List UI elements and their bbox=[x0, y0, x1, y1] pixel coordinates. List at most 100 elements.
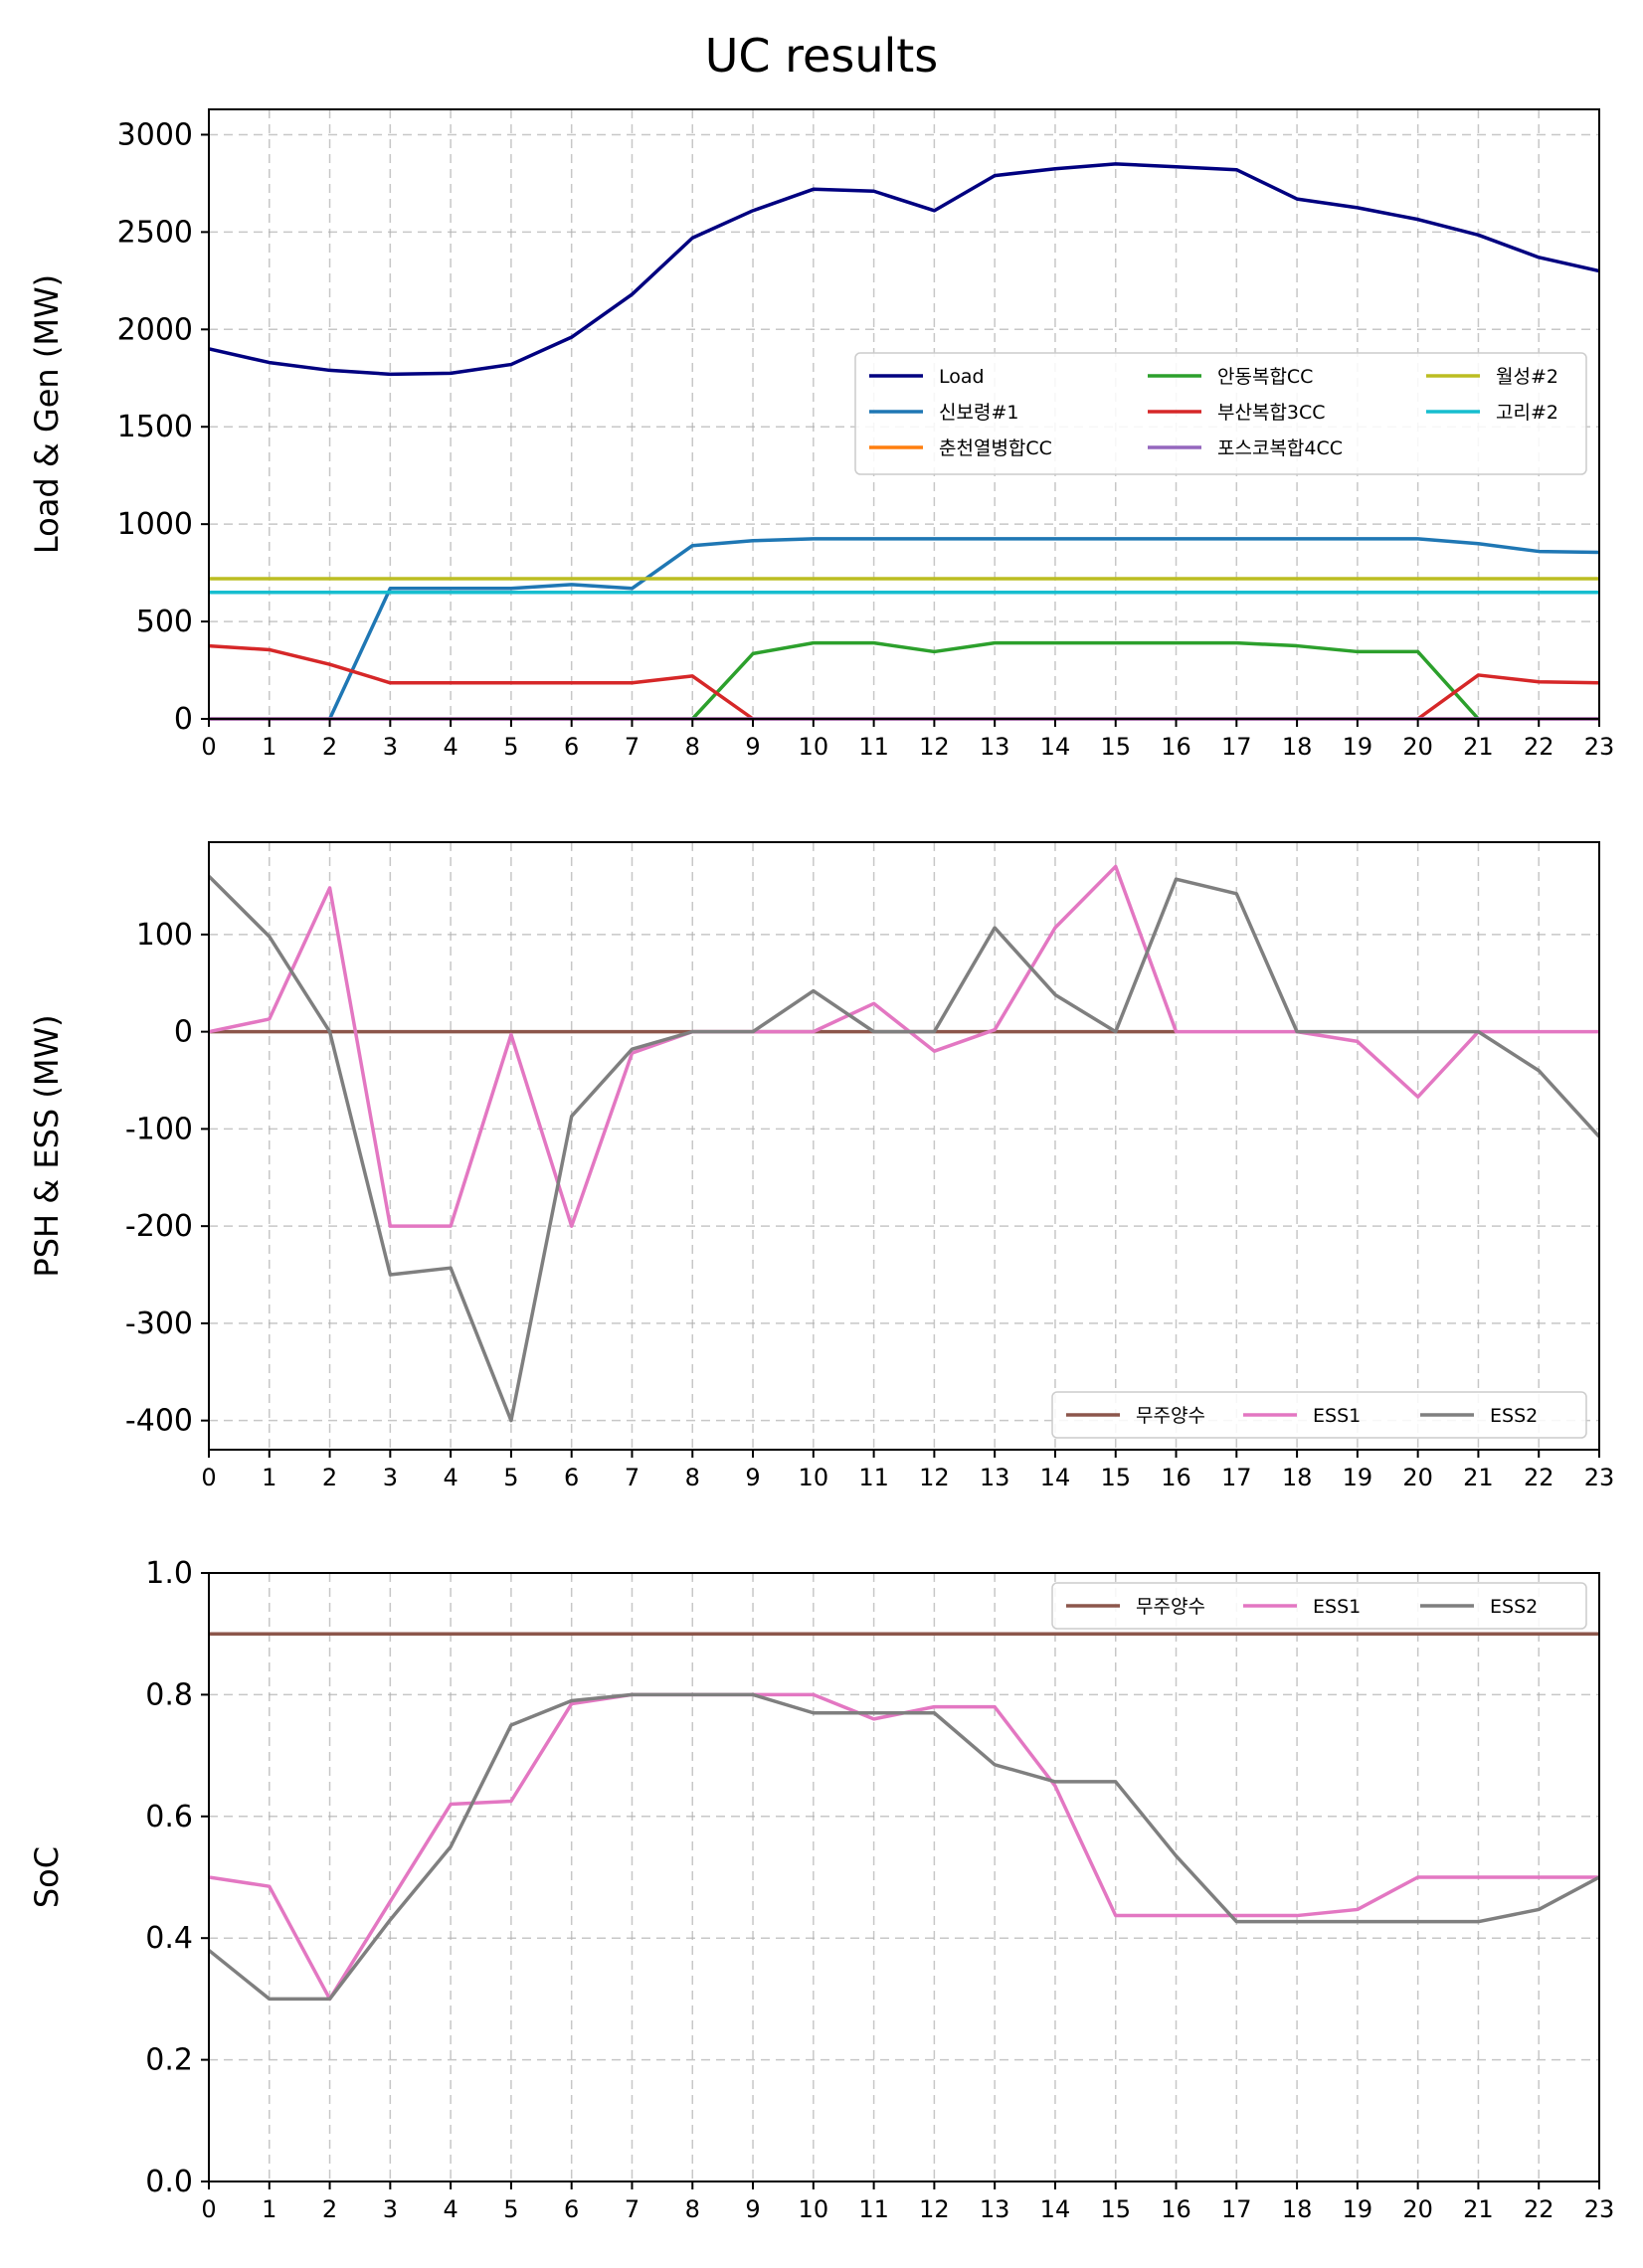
y-tick-label: 500 bbox=[136, 605, 193, 639]
x-tick-label: 14 bbox=[1040, 733, 1071, 761]
x-tick-label: 17 bbox=[1221, 733, 1252, 761]
x-tick-label: 9 bbox=[745, 733, 760, 761]
x-tick-label: 2 bbox=[322, 2195, 337, 2223]
y-axis-label: SoC bbox=[28, 1846, 66, 1908]
y-tick-label: 100 bbox=[136, 918, 193, 953]
legend-label: ESS2 bbox=[1490, 1596, 1538, 1618]
x-tick-label: 18 bbox=[1282, 733, 1313, 761]
x-tick-label: 18 bbox=[1282, 1464, 1313, 1491]
legend-label: 신보령#1 bbox=[939, 402, 1018, 424]
chart-panel-1: 0 1 2 3 4 5 6 7 8 9 10 11 12 13 14 15 16 17 18 19 20 21 22 2305… bbox=[28, 108, 1615, 761]
x-tick-label: 11 bbox=[858, 733, 889, 761]
x-tick-label: 1 bbox=[262, 1464, 276, 1491]
axes-frame bbox=[208, 108, 1600, 720]
x-tick-label: 3 bbox=[383, 733, 398, 761]
axes-frame bbox=[208, 841, 1600, 1451]
legend-label: ESS2 bbox=[1490, 1405, 1538, 1427]
x-tick-label: 5 bbox=[503, 2195, 518, 2223]
legend-label: 춘천열병합CC bbox=[939, 437, 1052, 459]
series-line-5 bbox=[209, 643, 1599, 721]
x-tick-label: 0 bbox=[201, 2195, 216, 2223]
x-tick-label: 19 bbox=[1343, 733, 1373, 761]
x-tick-label: 20 bbox=[1402, 733, 1433, 761]
legend-label: 무주양수 bbox=[1136, 1405, 1205, 1427]
y-tick-label: 2500 bbox=[117, 215, 193, 250]
y-tick-label: -200 bbox=[125, 1209, 193, 1244]
y-tick-label: 1500 bbox=[117, 410, 193, 444]
x-tick-label: 16 bbox=[1161, 733, 1191, 761]
legend-box bbox=[854, 352, 1587, 475]
legend-label: Load bbox=[939, 366, 985, 388]
x-tick-label: 0 bbox=[201, 1464, 216, 1491]
series-line-1 bbox=[209, 162, 1599, 377]
x-tick-label: 3 bbox=[383, 2195, 398, 2223]
x-tick-label: 12 bbox=[919, 733, 950, 761]
x-tick-label: 20 bbox=[1402, 2195, 1433, 2223]
y-tick-label: 1000 bbox=[117, 507, 193, 542]
x-tick-label: 11 bbox=[858, 2195, 889, 2223]
x-tick-label: 17 bbox=[1221, 2195, 1252, 2223]
x-tick-label: 6 bbox=[564, 733, 579, 761]
x-tick-label: 22 bbox=[1524, 2195, 1554, 2223]
x-tick-label: 15 bbox=[1100, 1464, 1131, 1491]
y-tick-label: 0.0 bbox=[145, 2165, 193, 2199]
legend-label: ESS1 bbox=[1313, 1596, 1361, 1618]
x-tick-label: 12 bbox=[919, 2195, 950, 2223]
series-line-3 bbox=[209, 874, 1599, 1423]
x-tick-label: 13 bbox=[980, 2195, 1010, 2223]
y-tick-label: 0.8 bbox=[145, 1677, 193, 1712]
x-tick-label: 16 bbox=[1161, 2195, 1191, 2223]
x-tick-label: 3 bbox=[383, 1464, 398, 1491]
x-tick-label: 4 bbox=[443, 1464, 457, 1491]
x-tick-label: 18 bbox=[1282, 2195, 1313, 2223]
figure-title: UC results bbox=[705, 29, 939, 83]
x-tick-label: 9 bbox=[745, 1464, 760, 1491]
x-tick-label: 6 bbox=[564, 1464, 579, 1491]
x-tick-label: 10 bbox=[799, 733, 829, 761]
y-tick-label: 1.0 bbox=[145, 1556, 193, 1591]
y-tick-label: 0.2 bbox=[145, 2043, 193, 2078]
series-line-2 bbox=[327, 537, 1599, 720]
x-tick-label: 1 bbox=[262, 2195, 276, 2223]
x-tick-label: 23 bbox=[1584, 1464, 1615, 1491]
legend-label: ESS1 bbox=[1313, 1405, 1361, 1427]
x-tick-label: 21 bbox=[1463, 733, 1494, 761]
x-tick-label: 6 bbox=[564, 2195, 579, 2223]
x-tick-label: 5 bbox=[503, 1464, 518, 1491]
legend: Load 신보령#1 춘천열병합CC 안동복합CC 부산복합3CC 포스코복합4CC 월성#… bbox=[854, 352, 1587, 475]
x-tick-label: 21 bbox=[1463, 1464, 1494, 1491]
legend-label: 포스코복합4CC bbox=[1217, 437, 1343, 459]
x-tick-label: 12 bbox=[919, 1464, 950, 1491]
x-tick-label: 19 bbox=[1343, 1464, 1373, 1491]
y-axis-label: PSH & ESS (MW) bbox=[28, 1014, 66, 1277]
x-tick-label: 8 bbox=[685, 1464, 700, 1491]
x-tick-label: 7 bbox=[625, 2195, 639, 2223]
legend-label: 부산복합3CC bbox=[1217, 402, 1326, 424]
series-line-4 bbox=[690, 640, 1480, 721]
x-tick-label: 10 bbox=[799, 2195, 829, 2223]
axes-frame bbox=[208, 1572, 1600, 2182]
x-tick-label: 7 bbox=[625, 733, 639, 761]
x-tick-label: 8 bbox=[685, 2195, 700, 2223]
x-tick-label: 14 bbox=[1040, 2195, 1071, 2223]
x-tick-label: 7 bbox=[625, 1464, 639, 1491]
y-tick-label: -400 bbox=[125, 1404, 193, 1439]
y-tick-label: 0.4 bbox=[145, 1921, 193, 1956]
x-tick-label: 8 bbox=[685, 733, 700, 761]
x-tick-label: 13 bbox=[980, 1464, 1010, 1491]
x-tick-label: 15 bbox=[1100, 733, 1131, 761]
legend-label: 고리#2 bbox=[1496, 402, 1558, 424]
x-tick-label: 4 bbox=[443, 2195, 457, 2223]
legend-label: 월성#2 bbox=[1496, 366, 1558, 388]
y-tick-label: -300 bbox=[125, 1307, 193, 1341]
x-tick-label: 23 bbox=[1584, 733, 1615, 761]
series-line-3 bbox=[209, 1692, 1599, 2002]
x-tick-label: 0 bbox=[201, 733, 216, 761]
x-tick-label: 22 bbox=[1524, 1464, 1554, 1491]
x-tick-label: 23 bbox=[1584, 2195, 1615, 2223]
y-tick-label: 0 bbox=[174, 702, 193, 737]
legend-label: 안동복합CC bbox=[1217, 366, 1313, 388]
legend-box bbox=[1051, 1391, 1587, 1439]
x-tick-label: 15 bbox=[1100, 2195, 1131, 2223]
